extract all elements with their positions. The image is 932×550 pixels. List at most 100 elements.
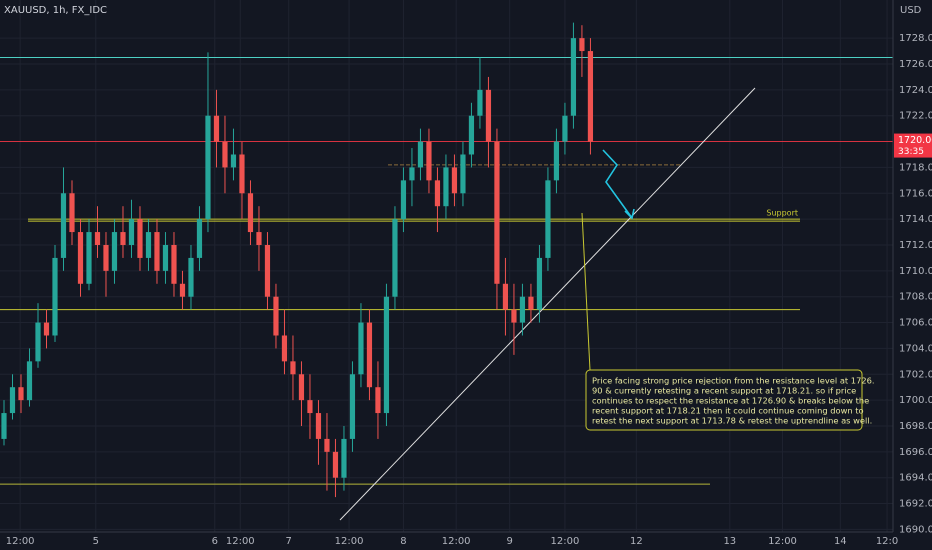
arrow-head: [624, 208, 635, 220]
candle-body: [579, 38, 585, 52]
candle-body: [111, 232, 118, 271]
candle-body: [43, 322, 50, 336]
candle-body: [264, 244, 271, 297]
candle-body: [188, 257, 194, 297]
candle-body: [77, 232, 84, 284]
candle-body: [477, 89, 483, 116]
y-tick-label: 1698.00: [899, 421, 932, 432]
y-tick-label: 1696.00: [899, 447, 932, 458]
candle-body: [460, 154, 466, 194]
candle-body: [273, 296, 279, 336]
y-tick-label: 1692.00: [899, 499, 932, 510]
candle-body: [426, 141, 432, 181]
y-axis-unit: USD: [900, 5, 922, 16]
x-tick-label: 13: [723, 536, 736, 547]
level-label: Support: [766, 209, 798, 218]
y-tick-label: 1726.00: [899, 59, 932, 70]
candle-body: [341, 438, 347, 478]
candle-body: [545, 180, 551, 258]
x-tick-label: 12:00: [551, 536, 580, 547]
candle-body: [1, 413, 7, 439]
candle-body: [281, 335, 288, 362]
candle-body: [349, 374, 356, 439]
candle-body: [86, 232, 92, 284]
x-tick-label: 12:0: [876, 536, 898, 547]
candle-body: [409, 167, 415, 181]
candle-body: [570, 38, 577, 116]
callout-line: continues to respect the resistance at 1…: [592, 396, 869, 406]
callout-line: recent support at 1718.21 then it could …: [592, 406, 864, 416]
last-price-badge: [894, 133, 932, 158]
countdown-label: 33:35: [898, 147, 924, 157]
y-tick-label: 1710.00: [899, 266, 932, 277]
y-tick-label: 1728.00: [899, 33, 932, 44]
y-tick-label: 1722.00: [899, 111, 932, 122]
candle-body: [298, 374, 305, 401]
candle-body: [60, 193, 67, 258]
candle-body: [485, 89, 492, 142]
candle-body: [536, 257, 543, 310]
callout-box: [585, 369, 863, 431]
x-tick-label: 12:00: [335, 536, 364, 547]
candle-body: [383, 296, 390, 414]
candle-body: [324, 438, 330, 452]
callout-line: Price facing strong price rejection from…: [592, 376, 875, 386]
candle-body: [494, 141, 500, 284]
axes: 1690.00 1692.00 1694.00 1696.00 1698.00 1700.…: [6, 33, 932, 547]
y-tick-label: 1712.00: [899, 240, 932, 251]
candle-body: [434, 180, 441, 207]
candle-body: [307, 400, 313, 414]
candle-body: [69, 193, 75, 233]
candle-body: [451, 167, 458, 194]
candle-body: [103, 244, 109, 271]
candle-body: [162, 244, 169, 271]
y-tick-label: 1694.00: [899, 473, 932, 484]
x-tick-label: 12:00: [768, 536, 797, 547]
candle-body: [290, 361, 296, 375]
callout-text: Price facing strong price rejection from…: [592, 376, 875, 426]
candles: [1, 22, 594, 498]
candle-body: [332, 451, 339, 478]
y-axis-area: [893, 0, 932, 532]
candle-body: [553, 141, 560, 181]
y-tick-label: 1704.00: [899, 343, 932, 354]
candle-body: [196, 219, 203, 258]
candle-body: [358, 322, 364, 375]
candle-body: [222, 141, 228, 168]
candle-body: [137, 219, 143, 258]
candle-body: [315, 413, 322, 439]
x-tick-label: 12: [630, 536, 643, 547]
candle-body: [52, 257, 58, 336]
x-tick-label: 9: [507, 536, 513, 547]
candle-body: [120, 232, 126, 245]
candle-body: [562, 115, 568, 142]
candle-body: [417, 141, 424, 168]
x-tick-label: 12:00: [442, 536, 471, 547]
candle-body: [145, 232, 152, 258]
candle-body: [375, 387, 381, 414]
candle-body: [519, 296, 526, 323]
x-tick-label: 14: [834, 536, 847, 547]
candle-body: [587, 51, 594, 142]
chart-title: XAUUSD, 1h, FX_IDC: [4, 5, 107, 16]
trendline: [339, 87, 756, 521]
callout-line: retest the next support at 1713.78 & ret…: [592, 416, 872, 426]
y-tick-label: 1708.00: [899, 292, 932, 303]
candle-body: [528, 296, 534, 310]
candle-body: [94, 232, 101, 245]
candle-body: [392, 219, 398, 297]
y-tick-label: 1690.00: [899, 524, 932, 535]
y-tick-label: 1724.00: [899, 85, 932, 96]
x-tick-label: 6: [212, 536, 218, 547]
projection-arrow: [602, 149, 633, 219]
candle-body: [230, 154, 237, 168]
x-tick-label: 12:00: [6, 536, 35, 547]
candle-body: [502, 283, 509, 310]
candle-body: [154, 232, 160, 271]
candle-body: [179, 283, 186, 297]
x-tick-label: 8: [400, 536, 406, 547]
candle-body: [366, 322, 373, 388]
candle-body: [256, 232, 262, 245]
